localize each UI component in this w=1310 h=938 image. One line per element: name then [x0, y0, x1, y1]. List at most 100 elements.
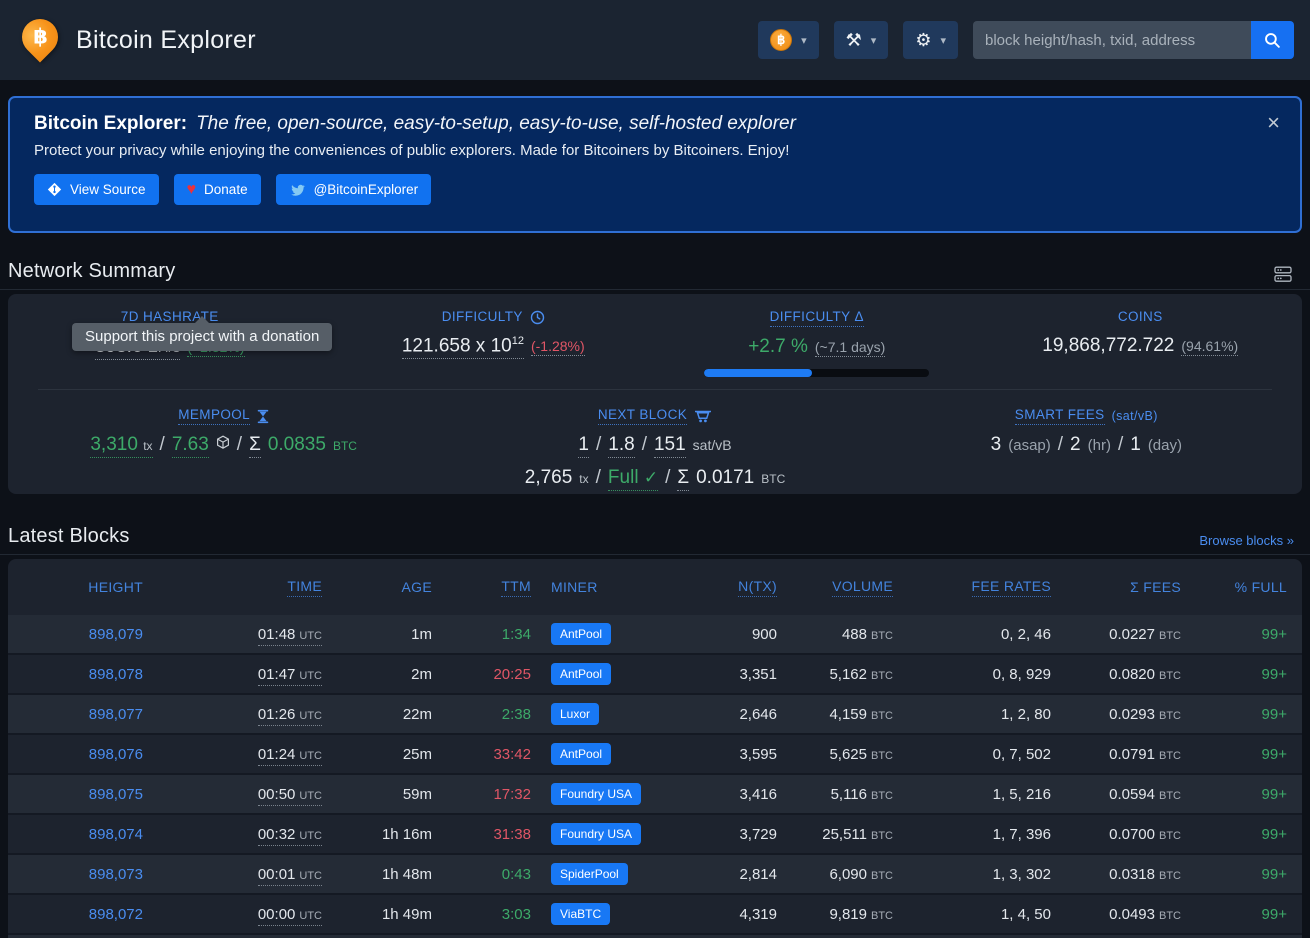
age-value: 25m: [402, 745, 432, 763]
mempool-label[interactable]: MEMPOOL: [178, 407, 269, 425]
table-row: 898,072 00:00 UTC 1h 49m 3:03 ViaBTC 4,31…: [8, 895, 1302, 935]
block-height-link[interactable]: 898,078: [88, 665, 143, 683]
difficulty-label[interactable]: DIFFICULTY: [442, 309, 545, 326]
block-height-link[interactable]: 898,079: [88, 625, 143, 643]
sum-fees-value: 0.0318: [1109, 865, 1155, 883]
network-summary-heading: Network Summary: [8, 260, 176, 282]
banner-actions: View Source ♥ Donate @BitcoinExplorer: [34, 174, 1276, 205]
age-value: 1h 48m: [381, 865, 432, 883]
ntx-value: 900: [751, 625, 777, 643]
col-age: AGE: [401, 579, 432, 595]
banner-subtitle: Protect your privacy while enjoying the …: [34, 142, 790, 159]
tooltip-arrow: [194, 316, 210, 324]
ttm-value: 17:32: [493, 785, 531, 803]
settings-dropdown[interactable]: ⚙ ▾: [903, 21, 958, 59]
col-sum-fees: Σ FEES: [1130, 579, 1181, 595]
block-height-link[interactable]: 898,075: [88, 785, 143, 803]
table-row: 898,077 01:26 UTC 22m 2:38 Luxor 2,646 4,…: [8, 695, 1302, 735]
mining-cart-icon: [695, 410, 712, 422]
pct-full-value: 99+: [1261, 865, 1287, 883]
app-title: Bitcoin Explorer: [76, 25, 256, 54]
chevron-down-icon: ▾: [870, 34, 877, 47]
ttm-value: 33:42: [493, 745, 531, 763]
banner-title: Bitcoin Explorer: The free, open-source,…: [34, 113, 1276, 135]
volume-value: 5,116: [830, 785, 867, 803]
chevron-down-icon: ▾: [801, 34, 807, 47]
ttm-value: 20:25: [493, 665, 531, 683]
ntx-value: 4,319: [739, 905, 777, 923]
block-height-link[interactable]: 898,076: [88, 745, 143, 763]
miner-badge[interactable]: AntPool: [551, 623, 612, 645]
sum-fees-value: 0.0820: [1109, 665, 1155, 683]
sum-fees-value: 0.0791: [1109, 745, 1155, 763]
banner-title-bold: Bitcoin Explorer:: [34, 113, 188, 134]
miner-badge[interactable]: AntPool: [551, 743, 612, 765]
coins-label[interactable]: COINS: [1117, 309, 1163, 324]
pct-full-value: 99+: [1261, 785, 1287, 803]
smart-fees-label[interactable]: SMART FEES (sat/vB): [1014, 407, 1158, 425]
fee-rates-value: 0, 8, 929: [992, 665, 1051, 683]
block-height-link[interactable]: 898,074: [88, 825, 143, 843]
close-icon[interactable]: ×: [1267, 110, 1280, 135]
fee-rates-value: 0, 7, 502: [992, 745, 1051, 763]
ntx-value: 3,595: [739, 745, 777, 763]
search-button[interactable]: [1251, 21, 1294, 59]
twitter-bird-icon: [290, 184, 305, 196]
stat-mempool: MEMPOOL 3,310 tx / 7.63 / Σ 0.0835 BTC: [8, 407, 439, 491]
node-details-icon[interactable]: [1272, 266, 1294, 283]
miner-badge[interactable]: Foundry USA: [551, 823, 642, 845]
volume-value: 488: [841, 625, 867, 643]
ntx-value: 3,416: [739, 785, 777, 803]
volume-value: 25,511: [822, 825, 867, 843]
col-time: TIME: [287, 578, 322, 597]
view-source-button[interactable]: View Source: [34, 174, 159, 205]
brand[interactable]: ฿ Bitcoin Explorer: [14, 11, 256, 63]
block-height-link[interactable]: 898,077: [88, 705, 143, 723]
search-input[interactable]: [973, 21, 1251, 59]
volume-value: 5,162: [829, 665, 867, 683]
miner-badge[interactable]: Foundry USA: [551, 783, 642, 805]
difficulty-delta-label[interactable]: DIFFICULTY Δ: [769, 309, 864, 327]
ttm-value: 1:34: [501, 625, 531, 643]
age-value: 22m: [402, 705, 432, 723]
col-ntx: N(TX): [738, 578, 777, 597]
donate-tooltip: Support this project with a donation: [72, 316, 333, 351]
pct-full-value: 99+: [1261, 905, 1287, 923]
heart-icon: ♥: [186, 180, 197, 198]
block-height-link[interactable]: 898,072: [88, 905, 143, 923]
navbar-actions: ฿ ▾ ⚒ ▾ ⚙ ▾: [758, 21, 1294, 59]
fee-rates-value: 1, 4, 50: [1000, 905, 1051, 923]
ttm-value: 2:38: [501, 705, 531, 723]
blocks-table-header: HEIGHT TIME AGE TTM MINER N(TX) VOLUME F…: [8, 559, 1302, 615]
twitter-button[interactable]: @BitcoinExplorer: [275, 174, 432, 205]
table-row: 898,075 00:50 UTC 59m 17:32 Foundry USA 3…: [8, 775, 1302, 815]
table-row: 898,073 00:01 UTC 1h 48m 0:43 SpiderPool …: [8, 855, 1302, 895]
bitcoin-coin-icon: ฿: [770, 29, 793, 51]
browse-blocks-link[interactable]: Browse blocks »: [1199, 533, 1294, 548]
volume-value: 5,625: [829, 745, 867, 763]
col-height: HEIGHT: [88, 579, 143, 595]
ntx-value: 2,646: [739, 705, 777, 723]
currency-dropdown[interactable]: ฿ ▾: [758, 21, 819, 59]
miner-badge[interactable]: AntPool: [551, 663, 612, 685]
volume-value: 4,159: [829, 705, 867, 723]
difficulty-progress-bar: [704, 369, 930, 377]
welcome-banner: × Bitcoin Explorer: The free, open-sourc…: [8, 96, 1302, 351]
table-row: 898,078 01:47 UTC 2m 20:25 AntPool 3,351 …: [8, 655, 1302, 695]
summary-divider: [38, 389, 1272, 390]
miner-badge[interactable]: ViaBTC: [551, 903, 611, 925]
navbar: ฿ Bitcoin Explorer ฿ ▾ ⚒ ▾ ⚙ ▾: [0, 0, 1310, 80]
block-height-link[interactable]: 898,073: [88, 865, 143, 883]
col-pct-full: % FULL: [1234, 579, 1287, 595]
miner-badge[interactable]: Luxor: [551, 703, 600, 725]
latest-blocks-card: HEIGHT TIME AGE TTM MINER N(TX) VOLUME F…: [8, 559, 1302, 938]
block-cube-icon: [216, 435, 229, 449]
miner-badge[interactable]: SpiderPool: [551, 863, 628, 885]
donate-button[interactable]: ♥ Donate: [173, 174, 261, 205]
pct-full-value: 99+: [1261, 705, 1287, 723]
banner-title-italic: The free, open-source, easy-to-setup, ea…: [196, 113, 796, 134]
tools-dropdown[interactable]: ⚒ ▾: [833, 21, 889, 59]
next-block-label[interactable]: NEXT BLOCK: [597, 407, 712, 425]
latest-blocks-header: Latest Blocks Browse blocks »: [0, 525, 1310, 555]
table-row-partial: [8, 935, 1302, 938]
